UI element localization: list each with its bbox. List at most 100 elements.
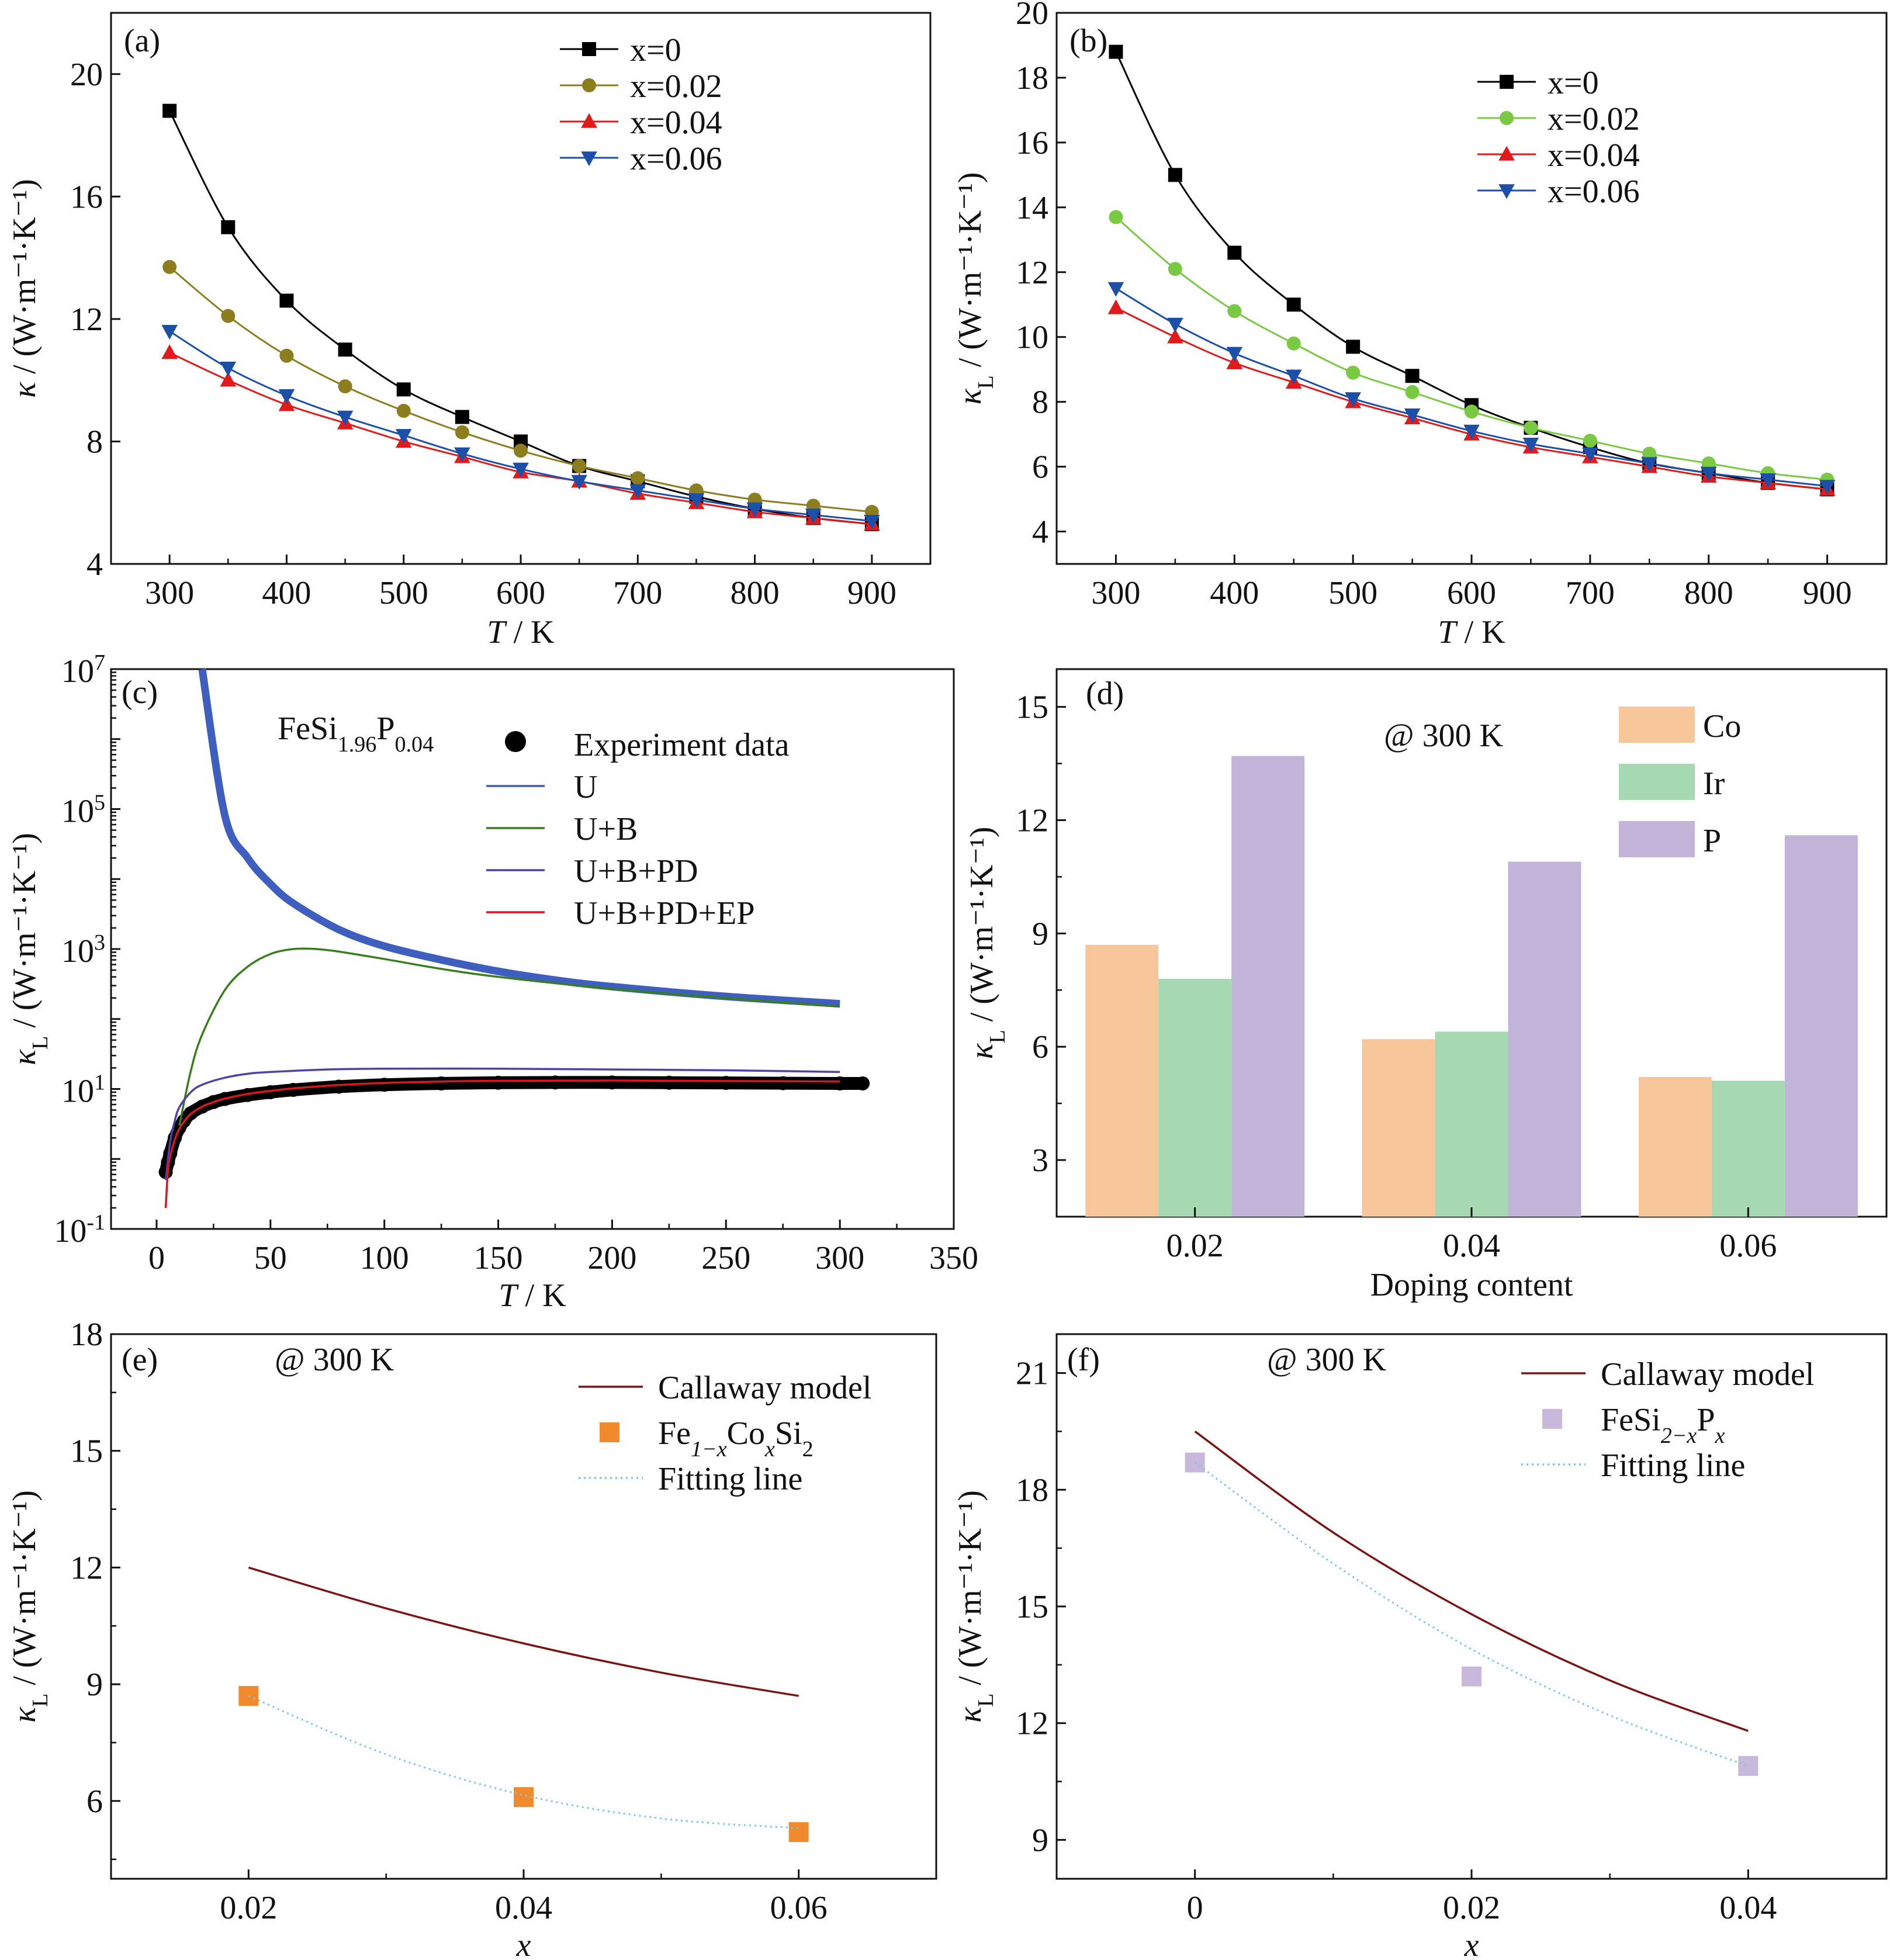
x-axis-label: x <box>516 1927 531 1960</box>
data-point <box>776 1076 790 1090</box>
data-point <box>338 379 352 394</box>
data-point <box>491 1075 506 1090</box>
x-tick-label: 350 <box>929 1240 978 1276</box>
legend-marker <box>582 42 596 56</box>
y-tick-label: 12 <box>1016 255 1048 291</box>
x-tick-label: 0.04 <box>495 1890 552 1926</box>
data-point <box>1524 421 1538 435</box>
data-point <box>662 1075 676 1090</box>
panel-label: (c) <box>122 674 158 711</box>
data-point <box>221 220 236 234</box>
plot-frame <box>110 668 955 1230</box>
y-tick-label: 10-1 <box>54 1210 105 1249</box>
y-tick-label: 18 <box>1016 60 1048 96</box>
x-tick-label: 0.02 <box>1166 1228 1224 1264</box>
data-point <box>629 484 646 499</box>
data-point <box>688 493 705 508</box>
y-tick-label: 12 <box>1016 802 1048 839</box>
data-point <box>572 459 587 473</box>
x-tick-label: 200 <box>587 1240 636 1276</box>
model-line <box>1194 1431 1749 1732</box>
data-point <box>1107 299 1124 314</box>
data-point <box>631 471 645 486</box>
y-tick-label: 16 <box>70 179 103 215</box>
chart-panel-a: 300 400 500 600 700 800 900 4 8 12 16 20 (a) T / K κ /… <box>6 12 932 650</box>
data-point <box>1227 304 1242 318</box>
bar-ir <box>1435 1031 1508 1217</box>
x-tick-label: 800 <box>731 575 780 611</box>
series-line <box>168 110 873 525</box>
data-point <box>746 502 763 518</box>
x-axis-label: Doping content <box>1370 1267 1573 1303</box>
panel-label: (f) <box>1067 1342 1100 1378</box>
model-line <box>248 1566 799 1697</box>
legend-marker <box>581 113 597 128</box>
data-point <box>1760 473 1776 489</box>
y-tick-label: 10 <box>1016 320 1048 356</box>
y-tick-label: 15 <box>70 1433 103 1470</box>
data-point <box>1462 1666 1481 1687</box>
data-point <box>1109 210 1123 224</box>
y-tick-label: 8 <box>86 424 103 460</box>
legend-swatch <box>1619 821 1695 857</box>
plot-frame <box>1055 1333 1888 1880</box>
data-point <box>240 1088 255 1102</box>
legend-marker <box>581 151 597 167</box>
compound-annotation: FeSi1.96P0.04 <box>278 711 434 757</box>
x-tick-label: 300 <box>1091 575 1140 611</box>
data-point <box>1405 385 1420 400</box>
data-point <box>455 410 469 424</box>
legend-label: Callaway model <box>1601 1356 1814 1393</box>
x-tick-label: 900 <box>1803 575 1852 611</box>
y-tick-label: 14 <box>1016 190 1048 226</box>
data-point <box>788 1822 809 1843</box>
data-point <box>1107 282 1124 297</box>
bar-ir <box>1158 978 1232 1217</box>
data-point <box>338 342 352 357</box>
x-tick-label: 100 <box>360 1240 409 1276</box>
temperature-annotation: @ 300 K <box>1384 718 1503 754</box>
y-axis-label: κL / (W·m⁻¹·K⁻¹) <box>952 1490 998 1723</box>
x-tick-label: 300 <box>145 575 194 611</box>
chart-panel-c: 0 50 100 150 200 250 300 350 10-1 101 103 105 107 (c)… <box>6 650 978 1314</box>
legend-marker <box>505 731 526 752</box>
x-tick-label: 0.04 <box>1719 1890 1777 1926</box>
panel-label: (a) <box>124 23 160 59</box>
x-axis-label: T / K <box>499 1277 566 1314</box>
x-tick-label: 900 <box>847 575 896 611</box>
legend-label: x=0 <box>1548 65 1599 101</box>
data-point <box>1738 1755 1759 1776</box>
x-tick-label: 0.04 <box>1443 1228 1500 1264</box>
series-line <box>1115 51 1827 490</box>
y-axis-label: κL / (W·m⁻¹·K⁻¹) <box>6 833 53 1065</box>
y-axis-label: κL / (W·m⁻¹·K⁻¹) <box>964 827 1010 1059</box>
legend-label: U+B+PD+EP <box>574 895 754 931</box>
x-tick-label: 0.06 <box>1719 1228 1777 1264</box>
bar-p <box>1231 756 1305 1217</box>
data-point <box>220 361 237 377</box>
x-tick-label: 0 <box>1187 1890 1203 1926</box>
data-point <box>864 514 880 530</box>
legend-swatch <box>1619 764 1695 800</box>
data-point <box>331 1079 346 1094</box>
data-point <box>1346 365 1361 380</box>
data-point <box>1109 44 1123 59</box>
y-tick-label: 4 <box>1032 514 1048 550</box>
x-tick-label: 0.02 <box>1443 1890 1500 1926</box>
plot-frame <box>110 12 932 565</box>
y-axis-label: κL / (W·m⁻¹·K⁻¹) <box>952 172 998 405</box>
data-point <box>1583 434 1597 448</box>
x-tick-label: 600 <box>496 575 545 611</box>
data-point <box>279 293 294 308</box>
data-point <box>1345 392 1361 407</box>
legend-swatch <box>1619 707 1695 743</box>
legend-marker <box>1498 184 1515 199</box>
y-tick-label: 15 <box>1016 1589 1048 1625</box>
data-point <box>719 1076 733 1090</box>
data-point <box>278 389 295 404</box>
data-point <box>1185 1452 1205 1473</box>
y-tick-label: 9 <box>86 1667 103 1703</box>
y-tick-label: 16 <box>1016 125 1048 161</box>
series-line <box>178 947 840 1126</box>
y-tick-label: 21 <box>1016 1356 1048 1392</box>
